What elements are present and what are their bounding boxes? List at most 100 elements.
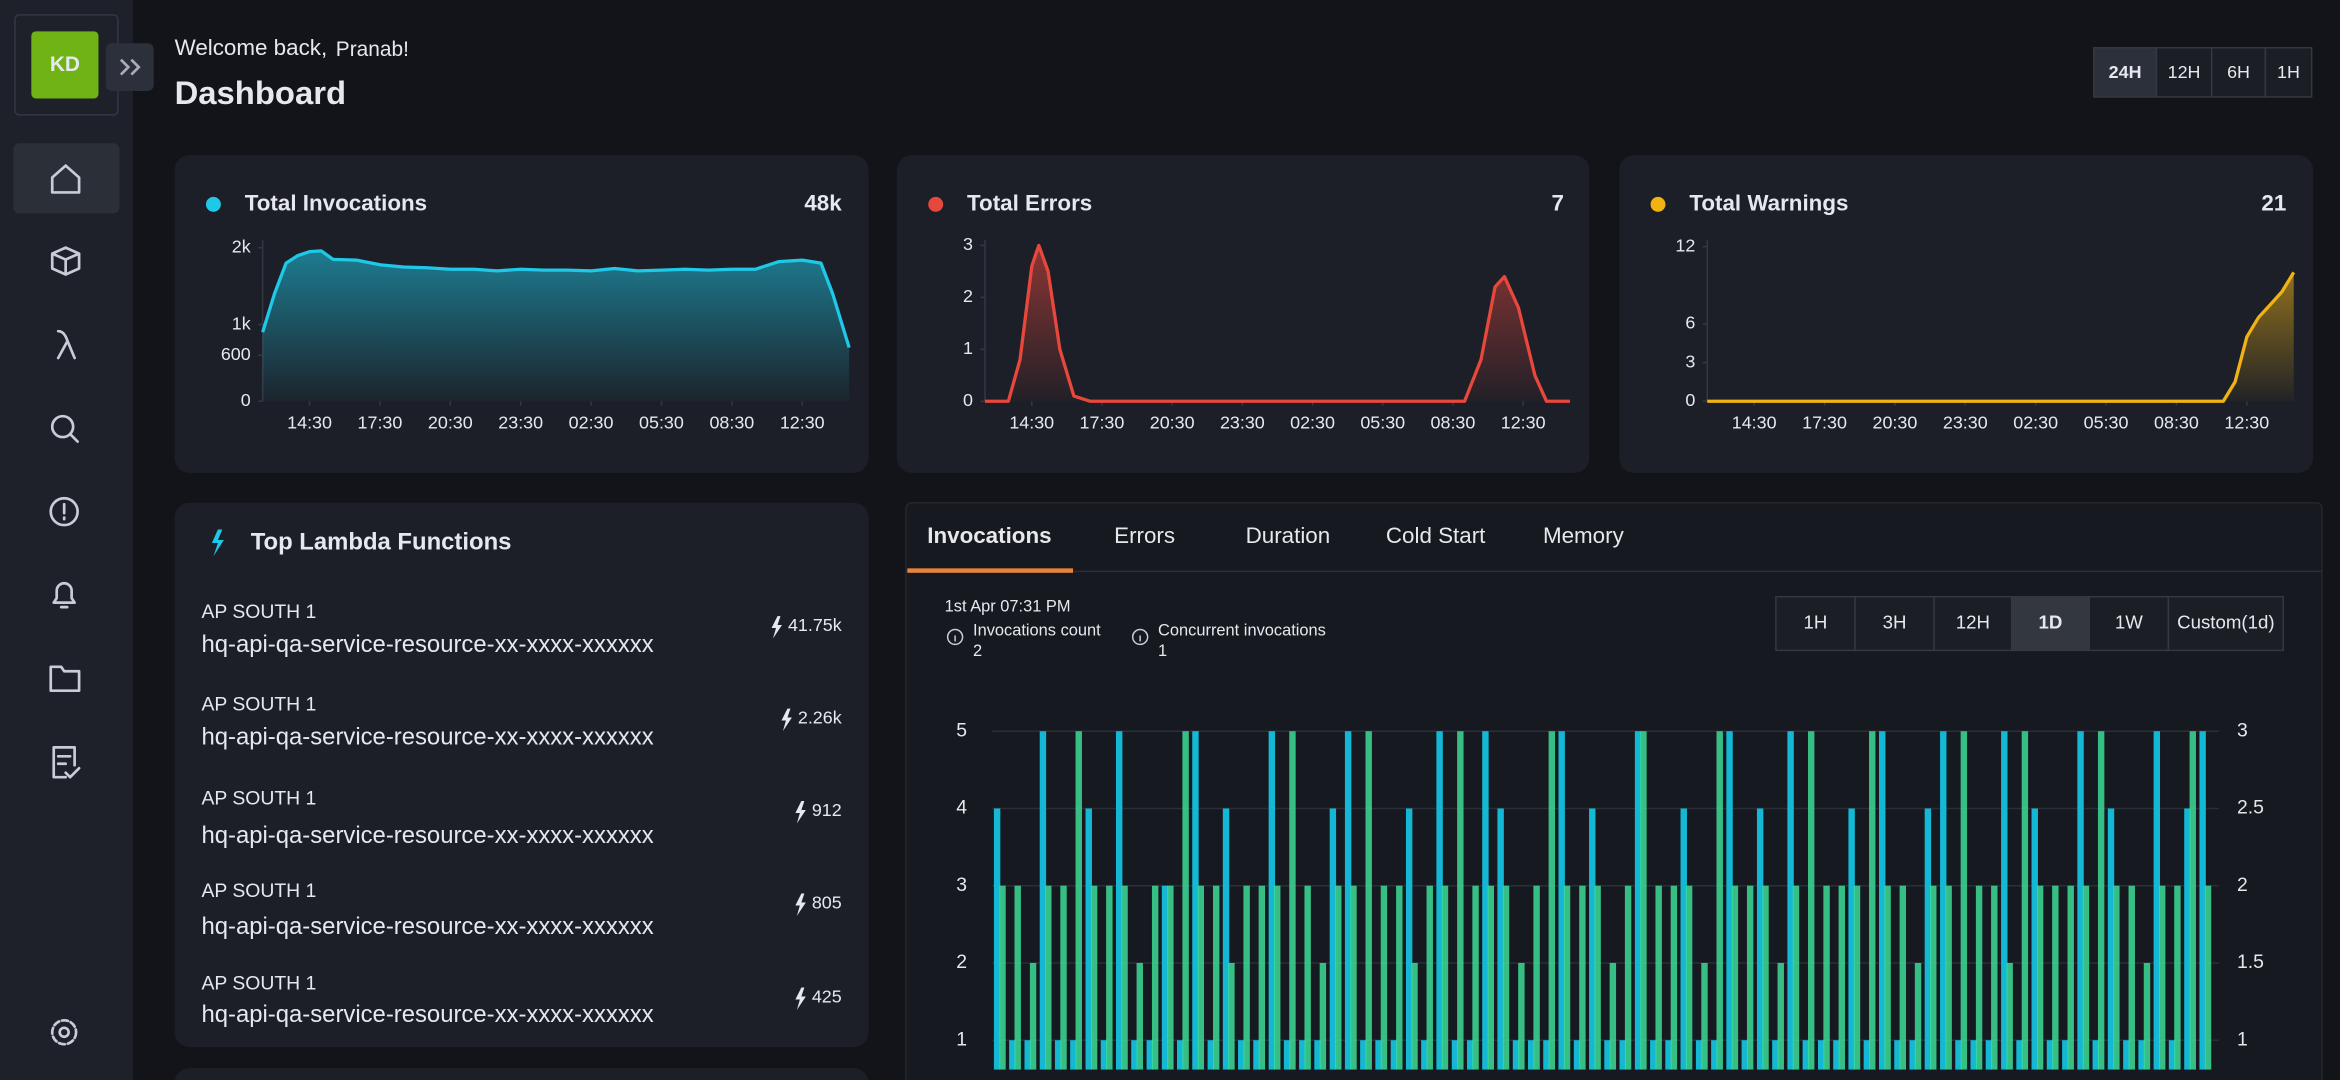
nav-active [13, 143, 120, 214]
bar [1314, 1040, 1321, 1070]
bar [2031, 808, 2038, 1070]
range-button[interactable] [2088, 595, 2170, 652]
bar [1075, 731, 1082, 1070]
bar [1711, 1040, 1718, 1070]
tooltip-series: Concurrent invocations [1158, 621, 1326, 639]
bar [1487, 885, 1494, 1070]
nav-reports[interactable] [52, 746, 81, 779]
bar [1807, 731, 1815, 1070]
bar [1045, 885, 1052, 1070]
y-tick-label: 0 [963, 390, 973, 410]
bar [1533, 885, 1540, 1070]
function-count: 805 [812, 893, 842, 913]
bar [999, 885, 1006, 1070]
bar [1421, 1040, 1428, 1070]
bar [1945, 885, 1952, 1070]
bolt-icon [795, 801, 806, 824]
bolt-icon [781, 708, 792, 731]
range-button[interactable] [1854, 595, 1935, 652]
tooltip-value: 2 [973, 642, 982, 660]
y-tick-label: 3 [956, 874, 967, 896]
bar [993, 808, 1001, 1070]
bar [1274, 885, 1281, 1070]
x-tick-label: 23:30 [1943, 412, 1988, 432]
range-button[interactable] [2167, 595, 2285, 652]
bar [1670, 885, 1678, 1070]
bar [2092, 1040, 2099, 1070]
range-button[interactable] [2264, 46, 2313, 98]
bar [1640, 731, 1647, 1070]
y-tick-label: 6 [1685, 313, 1695, 333]
function-name: hq-api-qa-service-resource-xx-xxxx-xxxxx… [201, 913, 653, 940]
bar [1436, 731, 1443, 1070]
nav-settings[interactable] [58, 1026, 70, 1039]
range-label: 12H [1956, 611, 1990, 632]
bar [1289, 731, 1296, 1070]
x-tick-label: 08:30 [1431, 412, 1476, 432]
bar [2082, 885, 2090, 1070]
function-count: 912 [812, 800, 842, 820]
info-icon [946, 628, 964, 646]
range-label: 24H [2109, 62, 2142, 82]
function-region: AP SOUTH 1 [201, 880, 316, 902]
card-title: Total Errors [967, 190, 1092, 215]
range-button[interactable] [2155, 46, 2213, 98]
bar [1604, 1040, 1611, 1070]
bar [1039, 731, 1047, 1070]
bar [1884, 885, 1891, 1070]
bar [1151, 885, 1159, 1070]
nav-lambda[interactable] [56, 329, 76, 360]
y-tick-label: 1 [956, 1028, 967, 1050]
range-label: 3H [1883, 611, 1907, 632]
tab[interactable]: Cold Start [1386, 523, 1486, 548]
info-icon [1131, 628, 1149, 646]
bar [2143, 962, 2151, 1070]
bar [1365, 731, 1372, 1070]
tab[interactable]: Errors [1114, 523, 1175, 548]
bar [1472, 885, 1479, 1070]
bar [1634, 731, 1642, 1070]
bar [1609, 962, 1617, 1070]
card [174, 502, 869, 1048]
bar [1304, 885, 1311, 1070]
nav-alerts[interactable] [49, 496, 79, 527]
tab[interactable]: Memory [1543, 523, 1625, 548]
bar [1940, 731, 1947, 1070]
x-tick-label: 05:30 [1360, 412, 1405, 432]
bar [1695, 1040, 1703, 1070]
range-button[interactable] [1775, 595, 1856, 652]
y-tick-label: 4 [956, 797, 967, 819]
avatar-initials: KD [50, 53, 80, 76]
bar [1512, 1040, 1520, 1070]
x-tick-label: 17:30 [1802, 412, 1847, 432]
range-button[interactable] [2093, 46, 2158, 98]
card-title: Total Warnings [1689, 190, 1848, 215]
card-total: 48k [804, 190, 842, 215]
bar [1802, 1040, 1810, 1070]
bar [1502, 885, 1510, 1070]
tab[interactable]: Duration [1246, 523, 1331, 548]
x-tick-label: 08:30 [2154, 412, 2199, 432]
nav-files[interactable] [49, 665, 81, 693]
avatar[interactable] [31, 31, 99, 99]
bar [1548, 731, 1556, 1070]
bar [1024, 1040, 1031, 1070]
bar [1161, 885, 1169, 1070]
nav-home[interactable] [50, 164, 81, 194]
bar [1014, 885, 1021, 1070]
bar [1624, 885, 1632, 1070]
bar [1817, 1040, 1825, 1070]
tab[interactable]: Invocations [927, 523, 1051, 548]
x-tick-label: 20:30 [1150, 412, 1195, 432]
nav-packages[interactable] [50, 246, 81, 276]
bar [1212, 885, 1220, 1070]
range-button[interactable] [1933, 595, 2013, 652]
range-button[interactable] [2010, 595, 2091, 652]
nav-notifications[interactable] [52, 581, 76, 609]
x-tick-label: 12:30 [1501, 412, 1546, 432]
bar [1823, 885, 1830, 1070]
nav-search[interactable] [50, 414, 75, 439]
x-tick-label: 23:30 [498, 412, 543, 432]
bar [1329, 808, 1337, 1070]
bar [1243, 885, 1250, 1070]
